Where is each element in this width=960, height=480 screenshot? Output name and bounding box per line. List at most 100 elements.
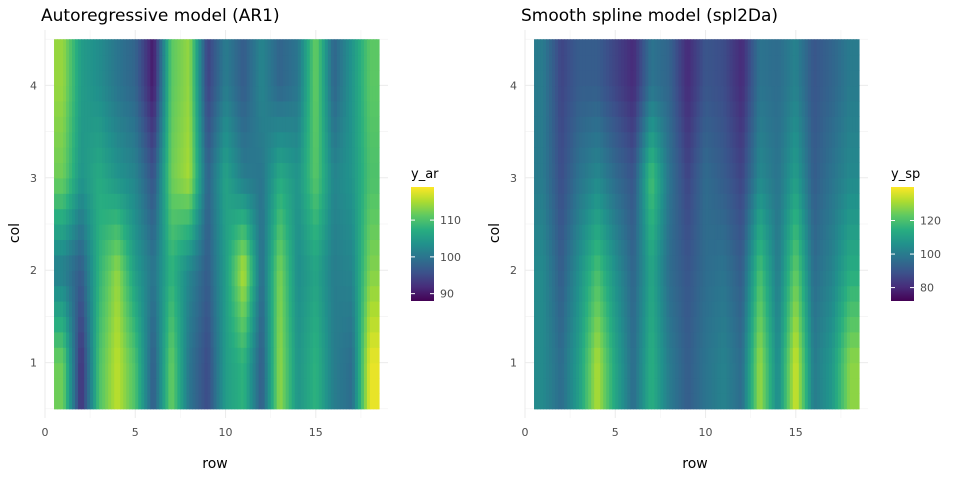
heatmap-cell <box>630 147 634 164</box>
heatmap-cell <box>165 254 169 271</box>
heatmap-cell <box>210 147 215 164</box>
heatmap-cell <box>807 85 812 102</box>
heatmap-cell <box>735 193 740 210</box>
heatmap-cell <box>750 116 755 133</box>
heatmap-cell <box>108 193 112 210</box>
heatmap-cell <box>300 362 305 379</box>
heatmap-cell <box>303 224 308 240</box>
heatmap-cell <box>852 270 857 287</box>
heatmap-cell <box>294 331 299 348</box>
heatmap-cell <box>795 254 800 271</box>
heatmap-cell <box>177 393 181 410</box>
heatmap-cell <box>855 224 860 240</box>
heatmap-cell <box>210 100 215 117</box>
heatmap-cell <box>699 162 704 179</box>
heatmap-cell <box>591 362 595 379</box>
heatmap-cell <box>618 239 622 256</box>
heatmap-cell <box>222 316 227 333</box>
heatmap-cell <box>660 239 665 256</box>
heatmap-cell <box>324 85 329 102</box>
heatmap-cell <box>849 162 854 179</box>
heatmap-cell <box>750 177 755 194</box>
heatmap-cell <box>252 285 257 302</box>
heatmap-cell <box>744 208 749 225</box>
heatmap-cell <box>717 162 722 179</box>
heatmap-cell <box>87 177 91 194</box>
heatmap-cell <box>336 116 341 133</box>
heatmap-cell <box>855 347 860 364</box>
heatmap-cell <box>681 331 686 348</box>
heatmap-cell <box>648 131 652 148</box>
heatmap-cell <box>822 393 827 410</box>
heatmap-cell <box>645 147 649 164</box>
heatmap-cell <box>639 300 643 317</box>
heatmap-cell <box>771 254 776 271</box>
heatmap-cell <box>246 285 251 302</box>
heatmap-cell <box>714 270 719 287</box>
heatmap-cell <box>732 224 737 240</box>
heatmap-cell <box>789 300 794 317</box>
heatmap-cell <box>372 224 377 240</box>
heatmap-cell <box>180 147 185 164</box>
heatmap-cell <box>708 224 713 240</box>
heatmap-cell <box>126 100 130 117</box>
heatmap-cell <box>846 377 851 394</box>
heatmap-cell <box>264 85 269 102</box>
heatmap-cell <box>357 362 362 379</box>
heatmap-cell <box>636 70 640 87</box>
heatmap-cell <box>114 300 118 317</box>
heatmap-cell <box>624 193 628 210</box>
heatmap-cell <box>285 147 290 164</box>
heatmap-cell <box>231 362 236 379</box>
heatmap-cell <box>750 239 755 256</box>
heatmap-cell <box>702 193 707 210</box>
heatmap-cell <box>255 270 260 287</box>
heatmap-cell <box>318 316 323 333</box>
heatmap-cell <box>189 162 194 179</box>
heatmap-cell <box>159 162 163 179</box>
heatmap-cell <box>732 377 737 394</box>
heatmap-cell <box>96 39 100 56</box>
heatmap-cell <box>537 300 541 317</box>
heatmap-cell <box>171 147 175 164</box>
heatmap-cell <box>606 347 610 364</box>
heatmap-cell <box>96 193 100 210</box>
heatmap-cell <box>156 193 160 210</box>
heatmap-cell <box>81 208 85 225</box>
heatmap-cell <box>549 85 553 102</box>
heatmap-cell <box>60 270 64 287</box>
heatmap-cell <box>741 362 746 379</box>
heatmap-cell <box>660 300 665 317</box>
heatmap-cell <box>630 316 634 333</box>
heatmap-cell <box>843 300 848 317</box>
heatmap-cell <box>276 54 281 71</box>
heatmap-cell <box>690 85 695 102</box>
heatmap-cell <box>261 116 266 133</box>
heatmap-cell <box>372 254 377 271</box>
heatmap-cell <box>291 393 296 410</box>
heatmap-cell <box>144 116 148 133</box>
heatmap-cell <box>375 331 380 348</box>
heatmap-cell <box>666 177 671 194</box>
heatmap-cell <box>141 39 145 56</box>
heatmap-cell <box>231 100 236 117</box>
heatmap-cell <box>690 300 695 317</box>
heatmap-cell <box>315 393 320 410</box>
heatmap-cell <box>54 393 58 410</box>
heatmap-cell <box>129 39 133 56</box>
heatmap-cell <box>600 208 604 225</box>
heatmap-cell <box>180 377 185 394</box>
heatmap-cell <box>699 239 704 256</box>
heatmap-cell <box>795 116 800 133</box>
heatmap-cell <box>360 162 365 179</box>
heatmap-cell <box>783 208 788 225</box>
heatmap-cell <box>546 254 550 271</box>
heatmap-cell <box>741 85 746 102</box>
heatmap-cell <box>675 316 680 333</box>
heatmap-cell <box>615 393 619 410</box>
heatmap-cell <box>348 54 353 71</box>
heatmap-cell <box>654 224 658 240</box>
heatmap-cell <box>594 254 598 271</box>
heatmap-cell <box>198 300 203 317</box>
heatmap-cell <box>291 331 296 348</box>
